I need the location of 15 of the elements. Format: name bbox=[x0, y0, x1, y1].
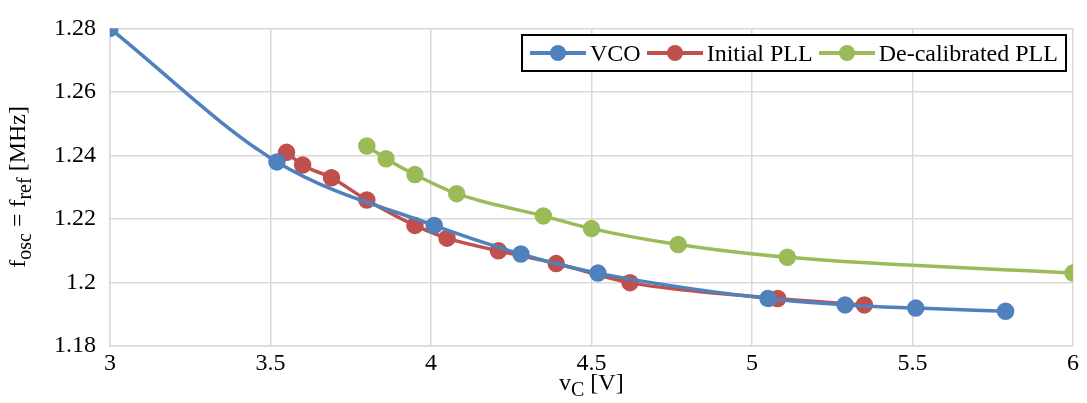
x-tick-label: 6 bbox=[1067, 348, 1079, 375]
y-tick-label: 1.24 bbox=[54, 140, 96, 167]
x-tick-label: 5 bbox=[746, 348, 758, 375]
legend-label: Initial PLL bbox=[706, 39, 813, 67]
y-tick-label: 1.28 bbox=[54, 13, 96, 40]
y-tick-label: 1.18 bbox=[54, 331, 96, 358]
y-tick-label: 1.2 bbox=[66, 267, 96, 294]
y-tick-label: 1.22 bbox=[54, 204, 96, 231]
x-tick-label: 5.5 bbox=[897, 348, 928, 375]
y-tick-label: 1.26 bbox=[54, 77, 96, 104]
x-tick-label: 3 bbox=[104, 348, 116, 375]
x-tick-label: 3.5 bbox=[255, 348, 286, 375]
x-tick-label: 4 bbox=[425, 348, 437, 375]
legend-label: VCO bbox=[590, 39, 641, 67]
legend-label: De-calibrated PLL bbox=[878, 39, 1058, 67]
